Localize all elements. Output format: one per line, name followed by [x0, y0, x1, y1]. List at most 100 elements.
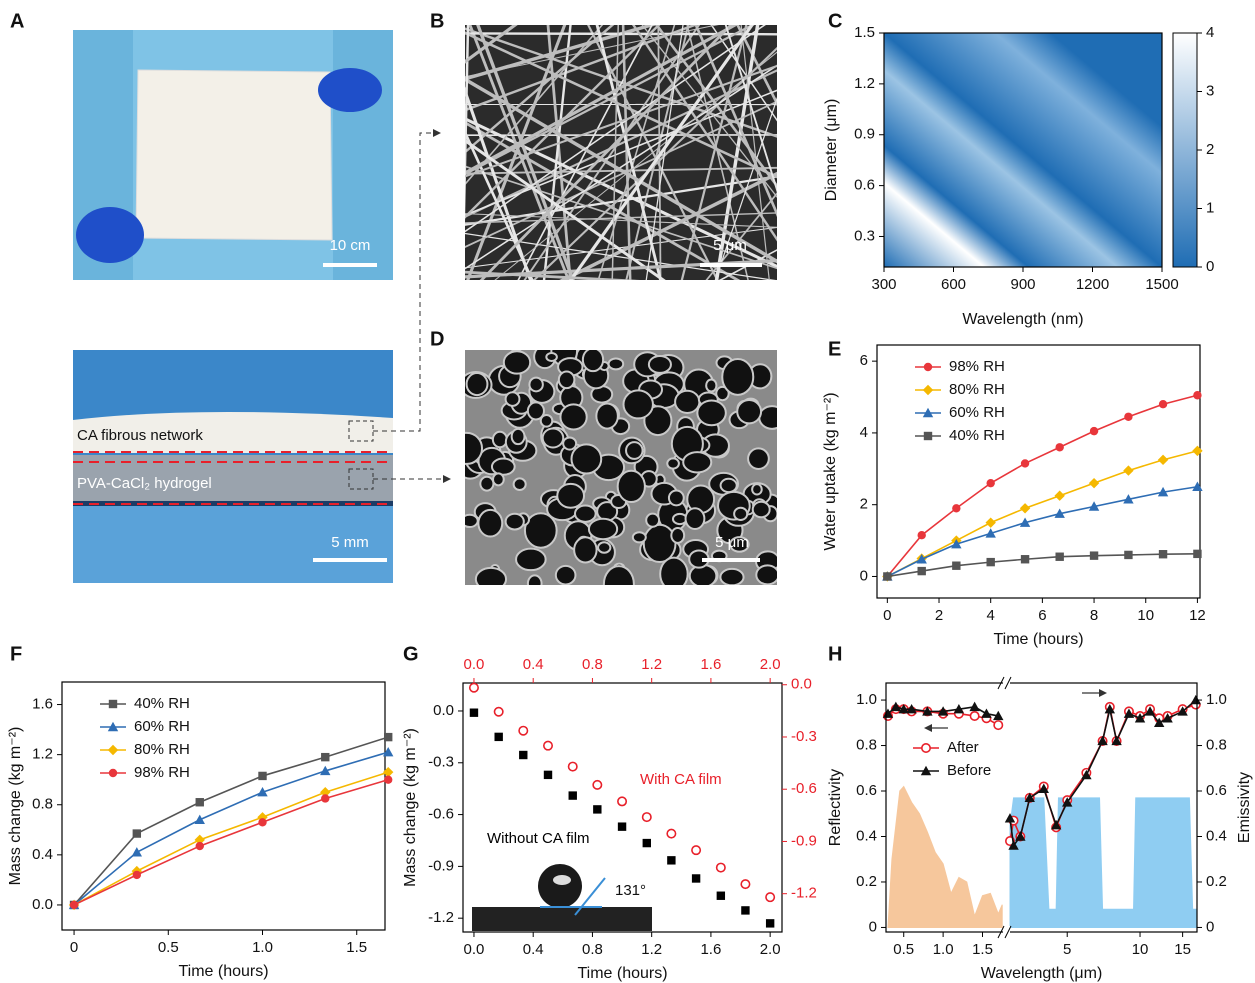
fiber [546, 25, 572, 280]
pore [573, 504, 597, 523]
marker [1177, 706, 1188, 716]
scale-label: 5 mm [331, 534, 369, 551]
marker [567, 761, 578, 772]
y-axis-label: Water uptake (kg m⁻²) [822, 392, 839, 550]
pore [733, 506, 749, 522]
marker [642, 838, 651, 848]
marker [1081, 769, 1092, 780]
y-tick-label: 0.4 [856, 827, 877, 844]
pore [491, 472, 505, 487]
pore [755, 564, 777, 585]
marker [922, 384, 934, 396]
pore [528, 376, 544, 393]
sem-image: 5 μm [465, 350, 777, 585]
pore [674, 389, 701, 414]
pore [491, 430, 508, 449]
marker [107, 721, 119, 732]
x-tick-label: 0.8 [582, 941, 603, 958]
y-tick-label: -0.3 [428, 754, 454, 771]
x-tick-label: 1500 [1145, 276, 1178, 293]
pore [523, 512, 558, 549]
pore [719, 567, 745, 585]
marker [617, 822, 627, 831]
x-tick-label: 1.2 [641, 941, 662, 958]
x-tick-label: 12 [1189, 607, 1206, 624]
y-tick-label: -1.2 [428, 909, 454, 926]
pore [719, 477, 738, 494]
marker [258, 818, 267, 827]
fiber [465, 129, 534, 280]
heatmap [884, 33, 1162, 267]
fiber [465, 25, 766, 233]
pore [684, 507, 706, 531]
series-line [886, 450, 1198, 578]
marker [937, 706, 949, 716]
scale-label: 10 cm [330, 237, 371, 254]
fiber [465, 258, 777, 279]
marker [691, 845, 702, 856]
marker [1008, 840, 1019, 850]
pore [736, 399, 763, 425]
y-axis-label: Reflectivity [827, 769, 844, 846]
y-tick-label: 4 [1206, 24, 1214, 41]
fiber [465, 175, 777, 226]
x-tick-label: 0.0 [464, 941, 485, 958]
y-tick-label: 2 [860, 496, 868, 513]
plot-frame [61, 681, 386, 931]
marker [383, 766, 394, 778]
marker [1124, 412, 1133, 421]
fiber [465, 64, 777, 178]
marker [1062, 797, 1073, 807]
marker [969, 710, 980, 721]
x-tick-label: 1200 [1076, 276, 1109, 293]
y-tick-label: -0.9 [428, 857, 454, 874]
marker [494, 732, 503, 742]
pore [721, 357, 755, 396]
marker [617, 796, 628, 807]
y-tick-label: 0.6 [856, 782, 877, 799]
y-tick-label: 0.6 [1206, 782, 1227, 799]
substrate [472, 907, 652, 931]
y-tick-label: 0.8 [856, 737, 877, 754]
marker [906, 703, 917, 714]
pore [751, 500, 771, 519]
x-tick-label: 10 [1132, 941, 1149, 958]
axis-break [1003, 677, 1010, 689]
marker [195, 798, 204, 807]
marker [593, 805, 602, 814]
marker [1024, 792, 1035, 803]
marker [321, 794, 330, 803]
marker [1019, 503, 1031, 514]
fiber [714, 25, 760, 280]
legend-label: 40% RH [134, 695, 190, 712]
x-tick-label: 4 [987, 607, 995, 624]
marker [1111, 735, 1122, 746]
series-label: Without CA film [487, 830, 590, 847]
marker [922, 407, 934, 418]
y-tick-label: 0.4 [1206, 827, 1227, 844]
fiber [641, 25, 777, 198]
marker [383, 746, 394, 757]
pore [526, 401, 545, 421]
series-line [73, 778, 389, 906]
pore [631, 531, 647, 544]
pore [622, 389, 654, 420]
pore [595, 402, 619, 430]
legend-label: 80% RH [949, 381, 1005, 398]
pore [515, 547, 547, 572]
pore [556, 482, 586, 509]
marker [1019, 517, 1031, 527]
y-tick-label: 6 [860, 352, 868, 369]
y-tick-label: 1.5 [854, 24, 875, 41]
fiber [718, 249, 777, 280]
y-tick-label: 0.8 [1206, 737, 1227, 754]
marker [320, 787, 331, 798]
marker [993, 720, 1004, 731]
fiber [595, 25, 663, 280]
legend-label: 60% RH [134, 718, 190, 735]
fiber [465, 25, 739, 175]
break-mark [1004, 925, 1012, 939]
photo: CA fibrous network PVA-CaCl₂ hydrogel 5 … [73, 350, 393, 583]
legend-label: Before [947, 762, 991, 779]
zoom-box [348, 420, 374, 442]
